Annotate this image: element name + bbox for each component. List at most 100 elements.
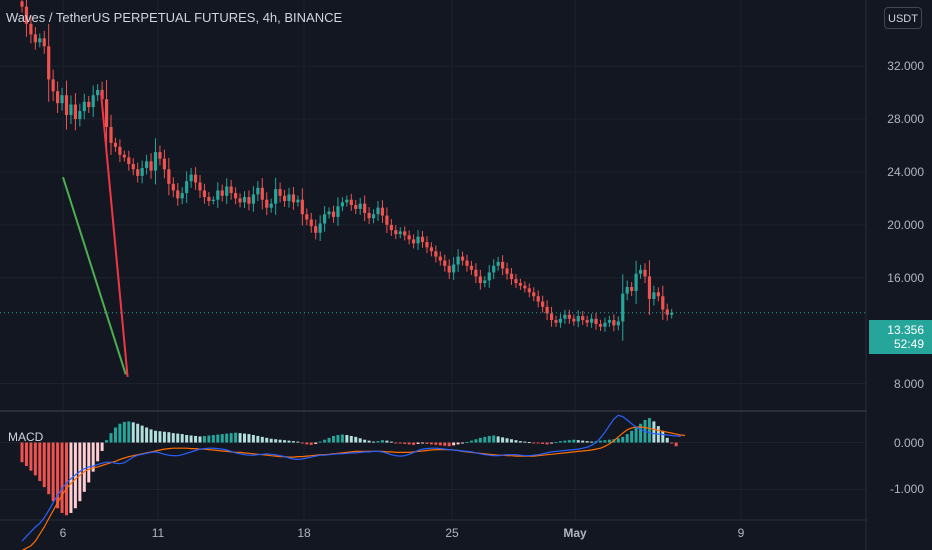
macd-histogram-bar: [634, 427, 638, 443]
candle-body: [572, 318, 576, 322]
macd-histogram-bar: [474, 439, 478, 443]
macd-histogram-bar: [496, 436, 500, 443]
candle-body: [47, 46, 51, 80]
last-price-tag: 13.356 52:49: [869, 320, 932, 354]
macd-histogram-bar: [296, 441, 300, 443]
time-tick-label: 25: [445, 526, 459, 540]
macd-histogram-bar: [225, 433, 229, 443]
candle-body: [104, 99, 109, 127]
macd-histogram-bar: [171, 433, 175, 443]
candle-body: [581, 316, 585, 321]
macd-histogram-bar: [318, 441, 322, 443]
macd-histogram-bar: [514, 440, 518, 443]
candle-body: [251, 194, 255, 204]
macd-histogram-bar: [345, 435, 349, 443]
macd-histogram-bar: [69, 442, 73, 513]
macd-histogram-bar: [87, 442, 91, 483]
macd-histogram-bar: [336, 435, 340, 443]
candle-body: [229, 186, 233, 194]
candle-body: [211, 199, 215, 202]
price-tick-label: 24.000: [887, 164, 924, 179]
macd-histogram-bar: [140, 425, 144, 443]
candle-body: [563, 314, 567, 319]
candle-body: [225, 186, 229, 196]
candle-body: [505, 268, 509, 274]
macd-histogram-bar: [599, 440, 602, 443]
macd-histogram-bar: [603, 440, 607, 443]
macd-histogram-bar: [131, 422, 135, 443]
macd-histogram-bar: [283, 440, 287, 443]
candle-body: [527, 288, 531, 293]
candle-body: [354, 205, 358, 209]
candle-body: [661, 296, 665, 310]
macd-histogram-bar: [158, 431, 162, 443]
macd-histogram-bar: [590, 441, 594, 443]
macd-histogram-bar: [367, 440, 371, 443]
candle-body: [127, 157, 131, 164]
macd-histogram-bar: [105, 440, 109, 443]
macd-histogram-bar: [33, 442, 37, 476]
macd-histogram-bar: [136, 423, 140, 443]
macd-histogram-bar: [113, 427, 117, 443]
macd-histogram-bar: [674, 442, 678, 447]
candle-body: [51, 79, 55, 92]
macd-histogram-bar: [572, 439, 576, 443]
candle-body: [216, 190, 220, 200]
candle-body: [523, 285, 527, 289]
candle-body: [598, 324, 603, 327]
candle-body: [367, 212, 371, 219]
candle-body: [656, 292, 660, 297]
macd-histogram-bar: [309, 442, 313, 445]
macd-histogram-bar: [29, 442, 33, 471]
candle-body: [64, 95, 69, 116]
candle-body: [625, 287, 629, 294]
macd-histogram-bar: [323, 439, 327, 443]
macd-histogram-bar: [523, 441, 527, 443]
macd-histogram-bar: [518, 441, 522, 443]
candle-body: [113, 142, 118, 147]
candle-body: [122, 154, 126, 158]
macd-histogram-bar: [47, 442, 51, 495]
price-tick-label: 32.000: [887, 59, 924, 74]
candle-body: [487, 272, 491, 281]
macd-histogram-bar: [24, 442, 28, 466]
candle-body: [189, 174, 193, 182]
macd-histogram-bar: [20, 442, 24, 463]
currency-button[interactable]: USDT: [884, 7, 922, 29]
candle-body: [558, 318, 563, 323]
chart-title: Waves / TetherUS PERPETUAL FUTURES, 4h, …: [6, 10, 343, 25]
candle-body: [460, 256, 465, 261]
macd-histogram-bar: [447, 442, 451, 447]
macd-histogram-bar: [421, 442, 424, 444]
candle-body: [514, 279, 518, 284]
macd-histogram-bar: [380, 440, 384, 443]
candle-body: [331, 211, 336, 217]
candle-body: [643, 269, 647, 277]
macd-histogram-bar: [630, 430, 634, 443]
candle-body: [153, 152, 158, 171]
candle-body: [603, 322, 607, 327]
candle-body: [474, 269, 478, 277]
time-tick-label: 9: [737, 526, 745, 540]
macd-histogram-bar: [607, 439, 611, 443]
candle-body: [171, 183, 175, 191]
candle-body: [242, 197, 247, 203]
macd-histogram-bar: [260, 436, 264, 443]
macd-histogram-bar: [243, 433, 246, 443]
macd-histogram-bar: [505, 438, 509, 443]
candle-body: [349, 199, 353, 205]
macd-histogram-bar: [349, 435, 353, 443]
candle-body: [265, 199, 269, 208]
candle-body: [145, 161, 149, 168]
macd-histogram-bar: [407, 442, 411, 445]
price-tick-label: 28.000: [887, 112, 924, 127]
candle-body: [456, 256, 460, 265]
macd-histogram-bar: [202, 435, 206, 443]
candle-body: [131, 164, 135, 170]
candle-body: [554, 320, 558, 323]
candle-body: [358, 203, 362, 209]
macd-histogram-bar: [661, 430, 665, 443]
macd-tick-label: 0.000: [893, 435, 924, 450]
macd-histogram-bar: [265, 437, 269, 443]
